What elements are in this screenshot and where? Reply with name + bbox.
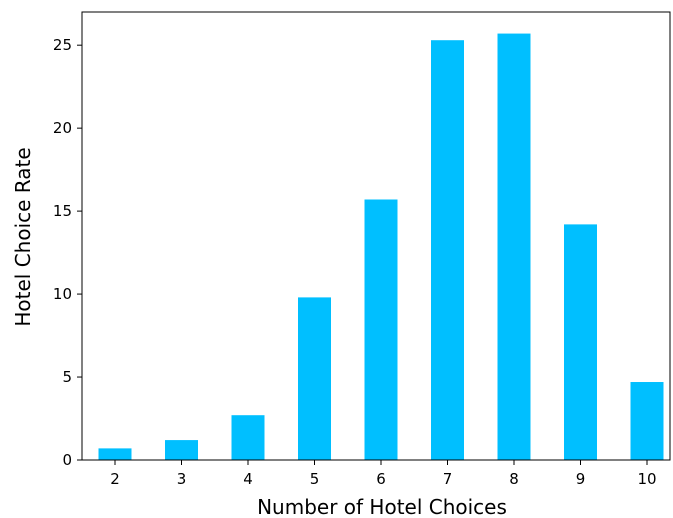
x-tick-label-6: 6 <box>376 470 386 488</box>
bar-9 <box>564 224 597 460</box>
x-tick-label-9: 9 <box>576 470 586 488</box>
x-axis-label: Number of Hotel Choices <box>257 495 507 518</box>
y-tick-label-15: 15 <box>53 202 72 220</box>
x-tick-label-4: 4 <box>243 470 253 488</box>
bar-6 <box>364 199 398 461</box>
bar-5 <box>298 297 331 460</box>
y-tick-label-5: 5 <box>62 368 72 386</box>
x-tick-label-10: 10 <box>637 470 656 488</box>
x-tick-label-2: 2 <box>110 470 120 488</box>
bar-4 <box>231 415 265 460</box>
y-tick-label-10: 10 <box>53 285 72 303</box>
bars-group <box>98 33 664 461</box>
y-tick-label-20: 20 <box>53 119 72 137</box>
bar-10 <box>630 382 664 460</box>
y-ticks: 0 5 10 15 20 25 <box>53 36 82 469</box>
axes-group <box>81 11 671 461</box>
x-tick-label-7: 7 <box>443 470 453 488</box>
y-axis-label: Hotel Choice Rate <box>11 147 35 326</box>
x-ticks: 2 3 4 5 6 7 8 9 10 <box>110 460 657 488</box>
bar-2 <box>98 448 132 460</box>
x-tick-label-8: 8 <box>509 470 519 488</box>
y-tick-label-0: 0 <box>62 451 72 469</box>
x-tick-label-3: 3 <box>177 470 187 488</box>
bar-8 <box>497 33 531 460</box>
bar-7 <box>431 40 464 461</box>
bar-3 <box>165 440 198 460</box>
plot-frame <box>81 11 671 461</box>
y-tick-label-25: 25 <box>53 36 72 54</box>
x-tick-label-5: 5 <box>310 470 320 488</box>
